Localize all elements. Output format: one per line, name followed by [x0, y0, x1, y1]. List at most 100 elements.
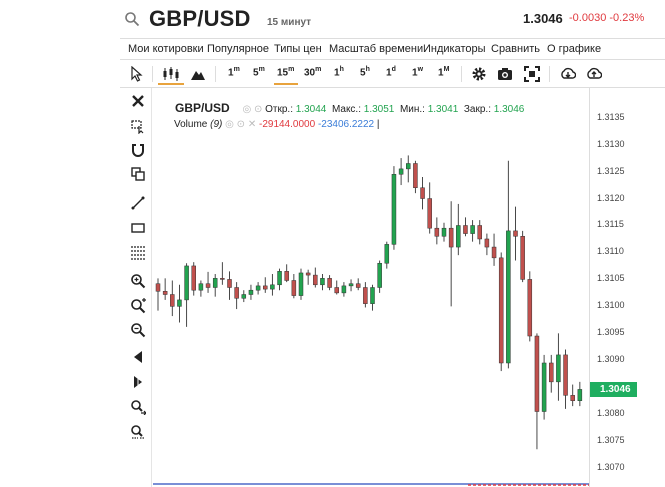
candle-series — [155, 155, 583, 450]
candle — [491, 233, 497, 266]
candle-body — [527, 279, 533, 337]
candle — [320, 274, 325, 291]
menu-price-types[interactable]: Типы цен — [274, 43, 322, 55]
candle — [334, 280, 339, 295]
candle-body — [191, 265, 196, 291]
candle-body — [305, 272, 311, 276]
candle — [370, 284, 375, 311]
candles-icon[interactable] — [162, 66, 180, 82]
candle — [212, 274, 218, 297]
magnet-icon[interactable] — [130, 142, 146, 158]
open-label: Откр.: — [265, 104, 293, 115]
trend-line-icon[interactable] — [130, 195, 146, 211]
price-tick-label: 1.3095 — [597, 327, 625, 338]
candle — [184, 263, 189, 327]
chart-toolbar: 1m 5m 15m 30m 1h 5h 1d 1w 1M — [120, 60, 665, 88]
candle-body — [298, 272, 304, 296]
price-tick-label: 1.3070 — [597, 462, 625, 473]
candle-body — [370, 287, 375, 304]
candle-body — [270, 284, 275, 290]
zoom-in-plus-icon[interactable] — [130, 298, 146, 314]
candle-body — [155, 283, 161, 292]
interval-1w[interactable]: 1w — [412, 66, 424, 79]
high-value: 1.3051 — [363, 104, 395, 115]
rectangle-icon[interactable] — [130, 220, 146, 236]
scroll-left-icon[interactable] — [130, 349, 146, 365]
low-value: 1.3041 — [427, 104, 459, 115]
upload-icon[interactable] — [586, 66, 602, 82]
candle-body — [284, 271, 289, 281]
zoom-in-arrow-icon[interactable] — [130, 399, 146, 415]
copy-icon[interactable] — [130, 166, 146, 182]
interval-1d[interactable]: 1d — [386, 66, 396, 79]
interval-15m[interactable]: 15m — [277, 66, 295, 79]
active-interval-underline — [274, 83, 298, 85]
close-label: Закр.: — [463, 104, 491, 115]
candle — [577, 381, 583, 407]
candle-body — [220, 278, 225, 280]
candle-body — [413, 163, 418, 189]
price-tick-label: 1.3115 — [597, 219, 624, 230]
camera-icon[interactable] — [497, 66, 513, 82]
candle — [327, 275, 332, 291]
zoom-select-icon[interactable] — [130, 118, 146, 134]
fullscreen-icon[interactable] — [524, 66, 540, 82]
candle-body — [441, 227, 447, 237]
menu-my-quotes[interactable]: Мои котировки — [128, 43, 204, 55]
candle — [313, 267, 318, 288]
cursor-icon[interactable] — [129, 66, 143, 82]
zoom-in-icon[interactable] — [130, 273, 146, 289]
candle — [406, 155, 411, 183]
candle — [284, 264, 289, 283]
price-tick-label: 1.3120 — [597, 192, 625, 203]
candle — [162, 278, 168, 300]
candle-body — [277, 271, 282, 286]
volume-value-2: -23406.2222 — [317, 119, 375, 130]
chart-header: GBP/USD 15 минут 1.3046 -0.0030 -0.23% — [0, 0, 665, 38]
candle-body — [577, 389, 583, 401]
candle — [384, 241, 390, 269]
menu-popular[interactable]: Популярное — [207, 43, 270, 55]
volume-param: (9) — [210, 119, 223, 130]
volume-controls-icon[interactable]: ◎ ⊙ ✕ — [225, 119, 257, 130]
high-label: Макс.: — [331, 104, 361, 115]
menu-time-scale[interactable]: Масштаб времени — [329, 43, 424, 55]
interval-30m[interactable]: 30m — [304, 66, 322, 79]
close-icon[interactable] — [130, 93, 146, 109]
candle — [563, 349, 568, 409]
candle-body — [570, 395, 575, 401]
candle-body — [456, 225, 461, 248]
change-percent: -0.23% — [609, 12, 645, 24]
menu-about-chart[interactable]: О графике — [547, 43, 602, 55]
candle — [177, 284, 182, 323]
scroll-right-icon[interactable] — [130, 374, 146, 390]
fibonacci-icon[interactable] — [130, 244, 146, 260]
candle — [363, 282, 368, 308]
gear-icon[interactable] — [471, 66, 487, 82]
price-chart[interactable] — [153, 88, 665, 487]
change-value: -0.0030 — [569, 12, 607, 24]
candle-body — [248, 289, 254, 295]
price-axis[interactable] — [589, 88, 665, 487]
interval-1h[interactable]: 1h — [334, 66, 344, 79]
eye-icon[interactable]: ◎ ⊙ — [242, 104, 263, 115]
zoom-reset-icon[interactable] — [130, 424, 146, 440]
candle-body — [563, 354, 568, 396]
candle-body — [198, 283, 204, 291]
menu-compare[interactable]: Сравнить — [491, 43, 541, 55]
chart-menu: Мои котировки Популярное Типы цен Масшта… — [120, 38, 665, 60]
zoom-out-icon[interactable] — [130, 322, 146, 338]
interval-5h[interactable]: 5h — [360, 66, 370, 79]
candle — [556, 333, 561, 401]
interval-1M[interactable]: 1M — [438, 66, 450, 79]
interval-1m[interactable]: 1m — [228, 66, 240, 79]
candle-body — [255, 285, 261, 291]
interval-5m[interactable]: 5m — [253, 66, 265, 79]
download-icon[interactable] — [560, 66, 576, 82]
candle-body — [491, 246, 497, 259]
price-tick-label: 1.3080 — [597, 408, 625, 419]
candle-body — [534, 335, 540, 412]
menu-indicators[interactable]: Индикаторы — [423, 43, 486, 55]
search-icon[interactable] — [124, 11, 140, 27]
mountain-icon[interactable] — [190, 66, 206, 82]
